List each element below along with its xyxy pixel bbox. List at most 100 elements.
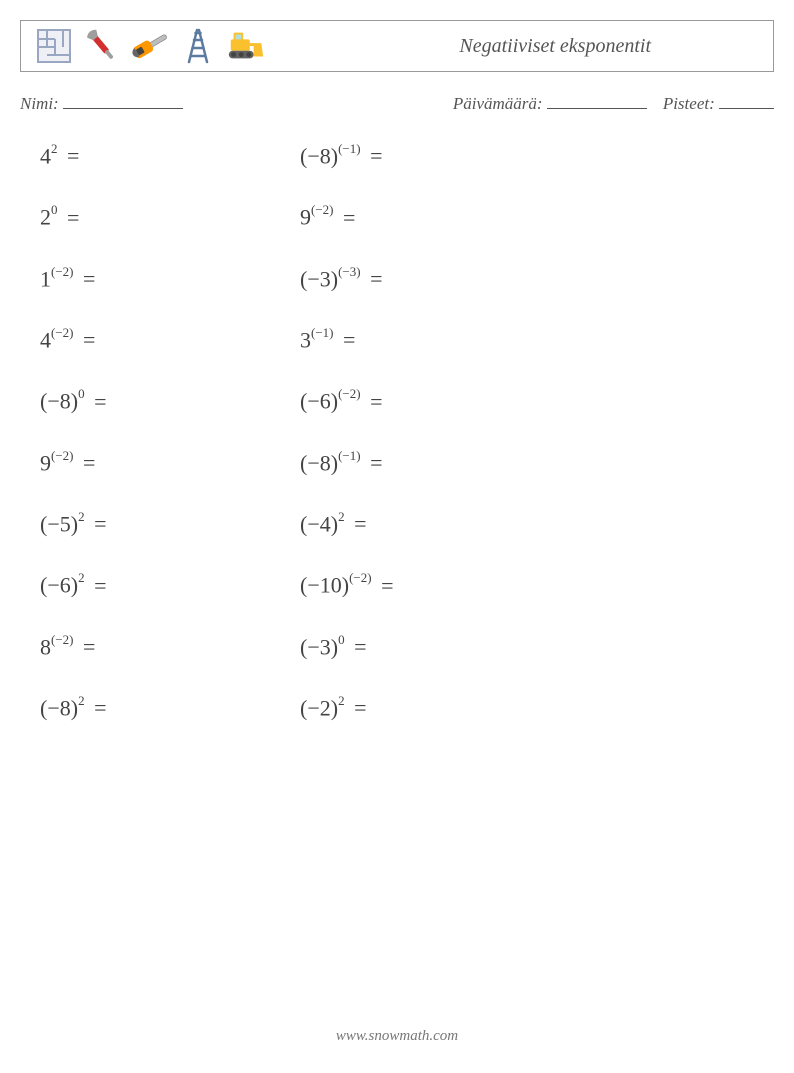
expression-base: (−2) [300,695,338,720]
problem-expression: 4(−2) = [40,328,300,351]
expression-exponent: (−2) [311,202,334,217]
expression-base: (−8) [40,389,78,414]
expression-base: (−3) [300,634,338,659]
expression-exponent: 2 [51,141,58,156]
expression-exponent: 2 [78,509,85,524]
problems-column-1: 42 =20 =1(−2) =4(−2) =(−8)0 =9(−2) =(−5)… [20,144,300,719]
wrench-icon [81,25,123,67]
equals-sign: = [74,450,96,475]
equals-sign: = [372,573,394,598]
expression-exponent: (−2) [338,386,361,401]
expression-base: (−8) [300,450,338,475]
equals-sign: = [361,450,383,475]
equals-sign: = [74,266,96,291]
expression-exponent: 2 [338,509,345,524]
expression-exponent: (−2) [51,632,74,647]
header-box: Negatiiviset eksponentit [20,20,774,72]
expression-base: (−10) [300,573,349,598]
expression-base: (−6) [40,573,78,598]
footer-url: www.snowmath.com [0,1028,794,1045]
expression-exponent: (−1) [338,141,361,156]
equals-sign: = [334,327,356,352]
equals-sign: = [74,634,96,659]
expression-exponent: 0 [51,202,58,217]
expression-base: 4 [40,143,51,168]
problem-expression: 20 = [40,205,300,228]
problem-expression: (−6)2 = [40,573,300,596]
problem-expression: (−4)2 = [300,512,393,535]
expression-base: (−6) [300,389,338,414]
problem-expression: (−8)0 = [40,389,300,412]
problem-expression: 9(−2) = [40,451,300,474]
expression-base: (−8) [40,695,78,720]
problem-expression: (−10)(−2) = [300,573,393,596]
equals-sign: = [85,695,107,720]
problem-expression: 1(−2) = [40,267,300,290]
equals-sign: = [85,389,107,414]
expression-exponent: 2 [78,693,85,708]
equals-sign: = [334,205,356,230]
expression-exponent: (−1) [338,448,361,463]
bulldozer-icon [225,25,267,67]
ladder-icon [177,25,219,67]
expression-exponent: 0 [338,632,345,647]
problem-expression: (−8)2 = [40,696,300,719]
expression-base: (−8) [300,143,338,168]
expression-base: 8 [40,634,51,659]
problems-column-2: (−8)(−1) =9(−2) =(−3)(−3) =3(−1) =(−6)(−… [300,144,393,719]
name-field: Nimi: [20,94,453,114]
equals-sign: = [85,573,107,598]
chainsaw-icon [129,25,171,67]
expression-base: (−4) [300,511,338,536]
meta-row: Nimi: Päivämäärä: Pisteet: [20,94,774,114]
expression-exponent: 2 [78,570,85,585]
equals-sign: = [58,205,80,230]
expression-exponent: (−2) [51,264,74,279]
problem-expression: 9(−2) = [300,205,393,228]
expression-exponent: (−3) [338,264,361,279]
problem-expression: (−8)(−1) = [300,451,393,474]
date-blank[interactable] [547,108,647,109]
problem-expression: (−3)(−3) = [300,267,393,290]
problem-expression: 8(−2) = [40,635,300,658]
expression-base: (−5) [40,511,78,536]
problem-expression: (−6)(−2) = [300,389,393,412]
expression-base: 4 [40,327,51,352]
expression-base: 2 [40,205,51,230]
expression-exponent: (−2) [51,325,74,340]
expression-base: 1 [40,266,51,291]
expression-exponent: (−1) [311,325,334,340]
equals-sign: = [361,266,383,291]
equals-sign: = [74,327,96,352]
problem-expression: (−8)(−1) = [300,144,393,167]
equals-sign: = [345,634,367,659]
name-label: Nimi: [20,94,59,113]
equals-sign: = [361,143,383,168]
expression-exponent: 2 [338,693,345,708]
expression-exponent: (−2) [51,448,74,463]
problem-expression: (−2)2 = [300,696,393,719]
problem-expression: (−3)0 = [300,635,393,658]
expression-exponent: 0 [78,386,85,401]
equals-sign: = [345,695,367,720]
problem-expression: (−5)2 = [40,512,300,535]
header-icons [33,25,267,67]
score-blank[interactable] [719,108,774,109]
maze-icon [33,25,75,67]
expression-base: (−3) [300,266,338,291]
problems-area: 42 =20 =1(−2) =4(−2) =(−8)0 =9(−2) =(−5)… [20,144,774,719]
worksheet-title: Negatiiviset eksponentit [459,35,761,58]
expression-base: 9 [300,205,311,230]
date-label: Päivämäärä: [453,94,543,113]
name-blank[interactable] [63,108,183,109]
equals-sign: = [58,143,80,168]
problem-expression: 3(−1) = [300,328,393,351]
expression-base: 9 [40,450,51,475]
expression-base: 3 [300,327,311,352]
score-field: Pisteet: [663,94,774,114]
date-field: Päivämäärä: [453,94,647,114]
expression-exponent: (−2) [349,570,372,585]
problem-expression: 42 = [40,144,300,167]
equals-sign: = [345,511,367,536]
equals-sign: = [361,389,383,414]
